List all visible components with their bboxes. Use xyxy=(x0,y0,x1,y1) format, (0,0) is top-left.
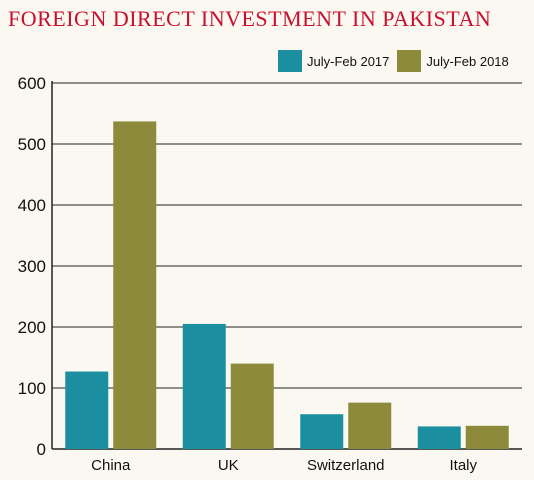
bar-switzerland-2017 xyxy=(300,414,344,449)
y-tick-label: 500 xyxy=(18,135,46,154)
y-tick-label: 300 xyxy=(18,257,46,276)
legend-item-2017: July-Feb 2017 xyxy=(278,50,389,72)
legend-item-2018: July-Feb 2018 xyxy=(397,50,509,72)
legend-label-2018: July-Feb 2018 xyxy=(426,53,509,69)
y-tick-label: 100 xyxy=(18,379,46,398)
y-tick-label: 0 xyxy=(37,440,46,459)
x-tick-label: Switzerland xyxy=(307,457,385,474)
bar-italy-2017 xyxy=(417,426,461,449)
x-tick-label: UK xyxy=(218,457,239,474)
x-tick-label: China xyxy=(91,457,131,474)
legend: July-Feb 2017 July-Feb 2018 xyxy=(278,50,517,72)
y-tick-label: 600 xyxy=(18,74,46,93)
bar-uk-2017 xyxy=(182,323,226,449)
legend-swatch-2018 xyxy=(397,50,422,72)
bar-china-2017 xyxy=(65,371,109,449)
bar-switzerland-2018 xyxy=(348,402,392,449)
bar-italy-2018 xyxy=(465,425,509,449)
bar-uk-2018 xyxy=(230,363,274,449)
bar-china-2018 xyxy=(113,121,157,450)
y-tick-label: 200 xyxy=(18,318,46,337)
legend-label-2017: July-Feb 2017 xyxy=(307,53,390,69)
chart-title: FOREIGN DIRECT INVESTMENT IN PAKISTAN xyxy=(8,6,492,31)
x-tick-label: Italy xyxy=(449,457,477,474)
legend-swatch-2017 xyxy=(278,50,302,72)
y-tick-label: 400 xyxy=(18,196,46,215)
